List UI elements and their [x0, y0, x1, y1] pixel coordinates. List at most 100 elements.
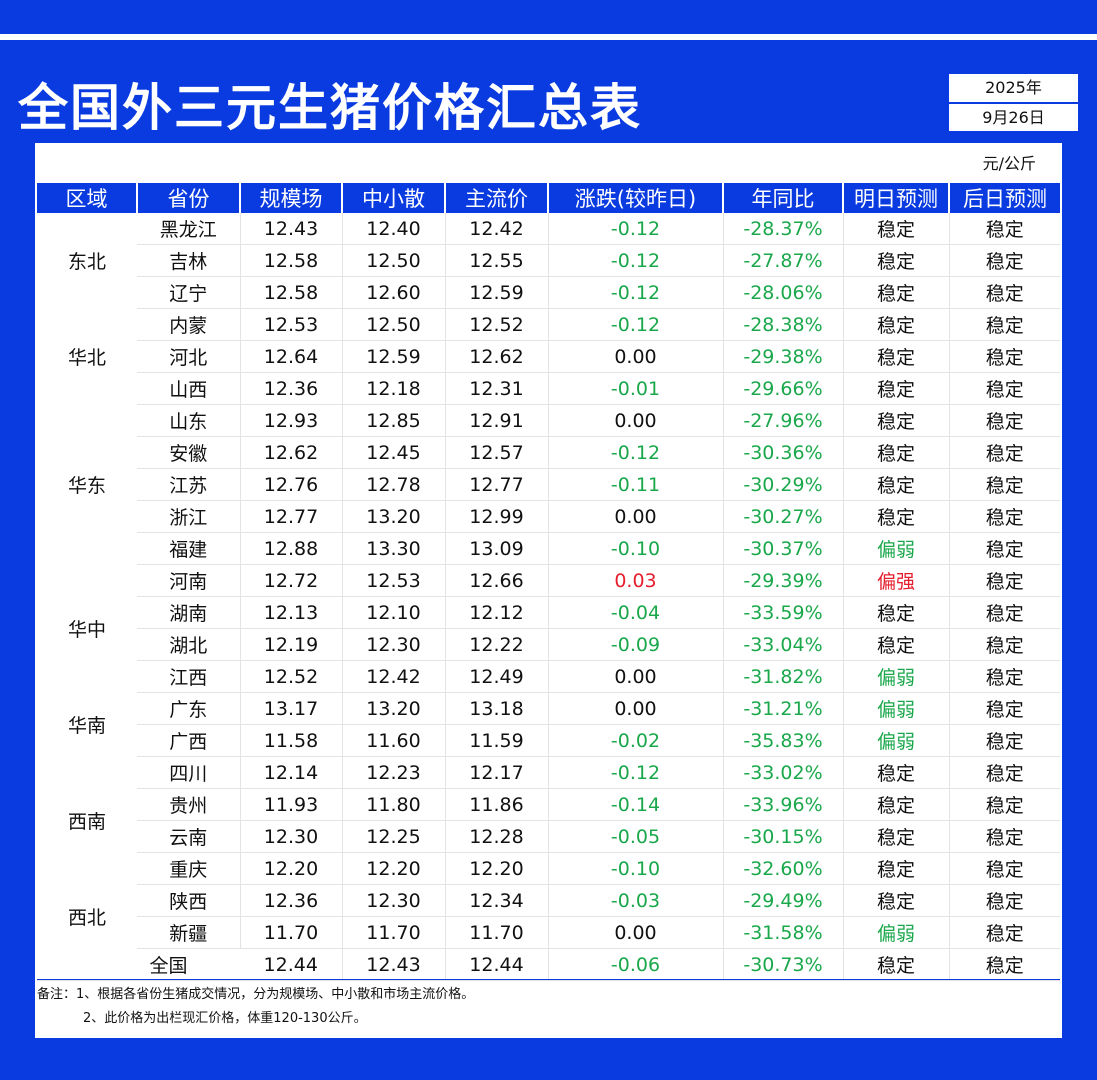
small-farm-cell: 12.20	[342, 852, 446, 885]
main-price-cell: 12.28	[445, 820, 549, 853]
tomorrow-forecast-cell: 偏弱	[843, 692, 950, 725]
province-cell: 新疆	[137, 916, 241, 949]
large-farm-cell: 12.62	[240, 436, 343, 469]
change-cell: -0.12	[548, 276, 724, 309]
change-cell: 0.03	[548, 564, 724, 597]
tomorrow-forecast-cell: 稳定	[843, 820, 950, 853]
small-farm-cell: 12.60	[342, 276, 446, 309]
tomorrow-forecast-cell: 稳定	[843, 244, 950, 277]
main-price-cell: 11.70	[445, 916, 549, 949]
table-row: 辽宁 12.58 12.60 12.59 -0.12 -28.06% 稳定 稳定	[37, 276, 1060, 309]
note-1: 备注：1、根据各省份生猪成交情况，分为规模场、中小散和市场主流价格。	[37, 987, 475, 1002]
day-after-forecast-cell: 稳定	[949, 788, 1060, 821]
table-row: 华中 河南 12.72 12.53 12.66 0.03 -29.39% 偏强 稳定	[37, 564, 1060, 641]
yoy-cell: -31.21%	[723, 692, 844, 725]
small-farm-cell: 12.50	[342, 244, 446, 277]
province-cell: 江西	[137, 660, 241, 693]
yoy-cell: -30.29%	[723, 468, 844, 501]
note-2: 2、此价格为出栏现汇价格，体重120-130公斤。	[83, 1011, 367, 1026]
header-region: 区域	[37, 183, 138, 213]
tomorrow-forecast-cell: 偏弱	[843, 532, 950, 565]
table-row: 东北 黑龙江 12.43 12.40 12.42 -0.12 -28.37% 稳定 稳定	[37, 213, 1060, 273]
tomorrow-forecast-cell: 偏弱	[843, 660, 950, 693]
table-row: 华东 山东 12.93 12.85 12.91 0.00 -27.96% 稳定 稳定	[37, 404, 1060, 497]
small-farm-cell: 12.23	[342, 756, 446, 789]
main-price-cell: 12.55	[445, 244, 549, 277]
province-cell: 云南	[137, 820, 241, 853]
small-farm-cell: 12.85	[342, 404, 446, 437]
yoy-cell: -33.59%	[723, 596, 844, 629]
day-after-forecast-cell: 稳定	[949, 756, 1060, 789]
main-price-cell: 12.91	[445, 404, 549, 437]
day-after-forecast-cell: 稳定	[949, 596, 1060, 629]
change-cell: -0.11	[548, 468, 724, 501]
yoy-cell: -29.49%	[723, 884, 844, 917]
day-after-forecast-cell: 稳定	[949, 820, 1060, 853]
tomorrow-forecast-cell: 稳定	[843, 308, 950, 341]
province-cell: 山西	[137, 372, 241, 405]
tomorrow-forecast-cell: 稳定	[843, 500, 950, 533]
header-large-farm: 规模场	[240, 183, 343, 213]
total-change-cell: -0.06	[548, 948, 724, 981]
large-farm-cell: 12.19	[240, 628, 343, 661]
yoy-cell: -30.27%	[723, 500, 844, 533]
yoy-cell: -31.82%	[723, 660, 844, 693]
main-price-cell: 11.59	[445, 724, 549, 757]
unit-label: 元/公斤	[982, 154, 1036, 173]
header-yoy: 年同比	[723, 183, 844, 213]
total-tomorrow-forecast-cell: 稳定	[843, 948, 950, 981]
province-cell: 四川	[137, 756, 241, 789]
day-after-forecast-cell: 稳定	[949, 628, 1060, 661]
table-row: 福建 12.88 13.30 13.09 -0.10 -30.37% 偏弱 稳定	[37, 532, 1060, 565]
region-cell: 东北	[67, 251, 106, 274]
province-cell: 江苏	[137, 468, 241, 501]
total-yoy-cell: -30.73%	[723, 948, 844, 981]
large-farm-cell: 11.93	[240, 788, 343, 821]
change-cell: -0.12	[548, 213, 724, 245]
large-farm-cell: 12.36	[240, 372, 343, 405]
table-row: 重庆 12.20 12.20 12.20 -0.10 -32.60% 稳定 稳定	[37, 852, 1060, 885]
change-cell: 0.00	[548, 404, 724, 437]
large-farm-cell: 12.53	[240, 308, 343, 341]
main-price-cell: 11.86	[445, 788, 549, 821]
tomorrow-forecast-cell: 偏弱	[843, 916, 950, 949]
change-cell: 0.00	[548, 660, 724, 693]
region-cell: 华东	[67, 475, 106, 497]
province-cell: 重庆	[137, 852, 241, 885]
date-day: 9月26日	[982, 108, 1045, 127]
main-price-cell: 12.66	[445, 564, 549, 597]
main-price-cell: 12.12	[445, 596, 549, 629]
large-farm-cell: 12.30	[240, 820, 343, 853]
province-cell: 湖北	[137, 628, 241, 661]
small-farm-cell: 12.40	[342, 213, 446, 245]
day-after-forecast-cell: 稳定	[949, 852, 1060, 885]
yoy-cell: -30.36%	[723, 436, 844, 469]
yoy-cell: -29.38%	[723, 340, 844, 373]
province-cell: 陕西	[137, 884, 241, 917]
large-farm-cell: 12.72	[240, 564, 343, 597]
table-row: 山西 12.36 12.18 12.31 -0.01 -29.66% 稳定 稳定	[37, 372, 1060, 405]
small-farm-cell: 12.25	[342, 820, 446, 853]
change-cell: 0.00	[548, 500, 724, 533]
change-cell: -0.12	[548, 244, 724, 277]
main-price-cell: 12.22	[445, 628, 549, 661]
main-price-cell: 12.77	[445, 468, 549, 501]
small-farm-cell: 12.42	[342, 660, 446, 693]
tomorrow-forecast-cell: 稳定	[843, 596, 950, 629]
large-farm-cell: 12.76	[240, 468, 343, 501]
table-row: 浙江 12.77 13.20 12.99 0.00 -30.27% 稳定 稳定	[37, 500, 1060, 533]
yoy-cell: -35.83%	[723, 724, 844, 757]
main-price-cell: 12.57	[445, 436, 549, 469]
header-province: 省份	[137, 183, 241, 213]
change-cell: -0.12	[548, 308, 724, 341]
day-after-forecast-cell: 稳定	[949, 436, 1060, 469]
day-after-forecast-cell: 稳定	[949, 916, 1060, 949]
province-cell: 广西	[137, 724, 241, 757]
header-day-after: 后日预测	[949, 183, 1060, 213]
table-row: 贵州 11.93 11.80 11.86 -0.14 -33.96% 稳定 稳定	[37, 788, 1060, 821]
large-farm-cell: 12.64	[240, 340, 343, 373]
change-cell: 0.00	[548, 692, 724, 725]
large-farm-cell: 12.88	[240, 532, 343, 565]
change-cell: -0.12	[548, 756, 724, 789]
small-farm-cell: 13.20	[342, 500, 446, 533]
